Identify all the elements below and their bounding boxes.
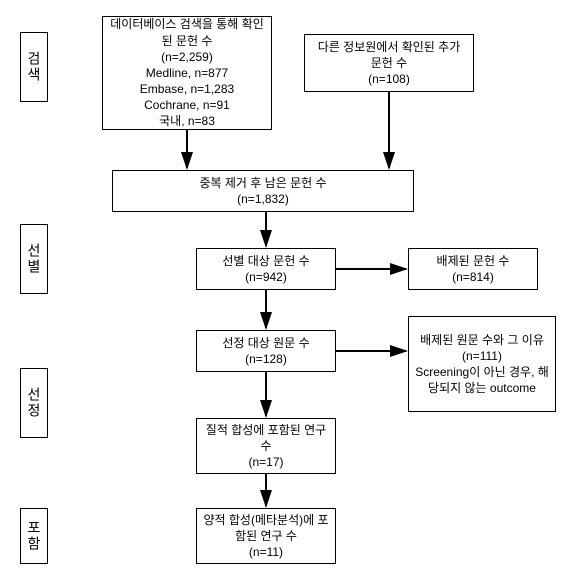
node-qual-n: (n=17) (248, 454, 283, 470)
node-other-sources: 다른 정보원에서 확인된 추가 문헌 수 (n=108) (304, 34, 474, 92)
node-qualitative: 질적 합성에 포함된 연구 수 (n=17) (196, 418, 336, 474)
node-db-l0: Medline, n=877 (146, 65, 228, 81)
node-excluded-screen: 배제된 문헌 수 (n=814) (408, 248, 538, 290)
node-fulltext: 선정 대상 원문 수 (n=128) (196, 330, 336, 372)
node-ex1-n: (n=814) (452, 269, 494, 285)
node-db-n: (n=2,259) (161, 49, 213, 65)
node-ex2-title: 배제된 원문 수와 그 이유 (420, 332, 544, 348)
node-screened: 선별 대상 문헌 수 (n=942) (196, 248, 336, 290)
node-ex2-n: (n=111) (462, 348, 502, 364)
stage-include: 포함 (20, 508, 48, 564)
node-other-title: 다른 정보원에서 확인된 추가 문헌 수 (311, 39, 467, 71)
node-dedup-title: 중복 제거 후 남은 문헌 수 (199, 175, 326, 191)
node-other-n: (n=108) (368, 71, 410, 87)
node-excluded-fulltext: 배제된 원문 수와 그 이유 (n=111) Screening이 아닌 경우,… (408, 316, 556, 412)
node-screened-n: (n=942) (245, 269, 287, 285)
stage-screen: 선별 (20, 224, 48, 294)
node-quantitative: 양적 합성(메타분석)에 포함된 연구 수 (n=11) (196, 508, 336, 564)
node-quant-n: (n=11) (249, 544, 283, 560)
node-dedup: 중복 제거 후 남은 문헌 수 (n=1,832) (112, 170, 414, 212)
node-quant-title: 양적 합성(메타분석)에 포함된 연구 수 (203, 512, 329, 544)
stage-search: 검색 (20, 32, 48, 102)
node-ex1-title: 배제된 문헌 수 (437, 253, 510, 269)
node-qual-title: 질적 합성에 포함된 연구 수 (203, 422, 329, 454)
node-ft-n: (n=128) (245, 351, 287, 367)
node-db-search: 데이터베이스 검색을 통해 확인된 문헌 수 (n=2,259) Medline… (102, 16, 272, 130)
node-ex2-reason: Screening이 아닌 경우, 해당되지 않는 outcome (415, 364, 549, 396)
node-db-l1: Embase, n=1,283 (140, 81, 234, 97)
node-dedup-n: (n=1,832) (237, 191, 289, 207)
node-db-l3: 국내, n=83 (159, 113, 215, 129)
node-screened-title: 선별 대상 문헌 수 (222, 253, 309, 269)
node-ft-title: 선정 대상 원문 수 (222, 335, 309, 351)
node-db-l2: Cochrane, n=91 (144, 97, 230, 113)
node-db-title: 데이터베이스 검색을 통해 확인된 문헌 수 (109, 16, 265, 48)
stage-eligibility: 선정 (20, 368, 48, 438)
